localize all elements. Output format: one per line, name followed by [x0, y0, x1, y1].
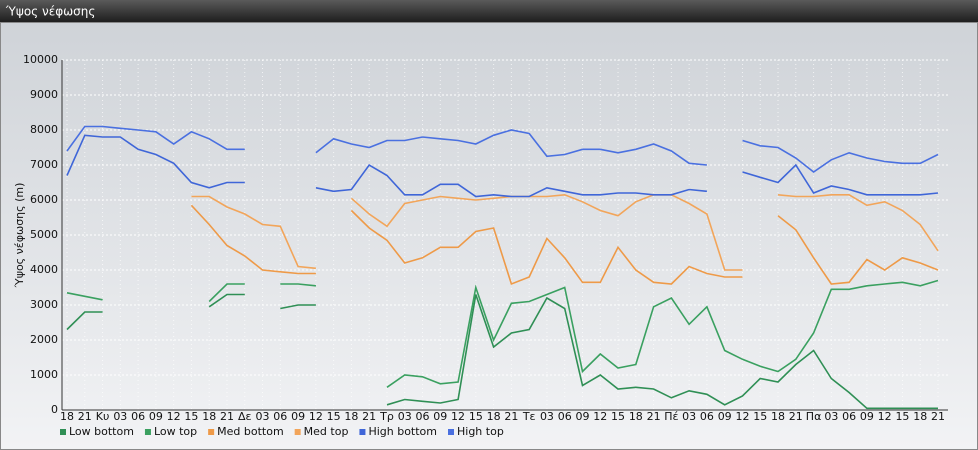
series-line — [66, 125, 939, 173]
x-tick-label: 09 — [860, 410, 874, 423]
legend-swatch — [144, 429, 151, 435]
x-tick-label: 18 — [202, 410, 216, 423]
y-tick-label: 7000 — [30, 158, 58, 171]
y-tick-label: 6000 — [30, 193, 58, 206]
x-tick-label: 09 — [291, 410, 305, 423]
x-tick-label: 12 — [309, 410, 323, 423]
legend-swatch — [294, 429, 301, 435]
x-tick-label: 21 — [647, 410, 661, 423]
x-tick-label: 15 — [753, 410, 767, 423]
x-tick-label: 18 — [771, 410, 785, 423]
legend-label: Low top — [154, 425, 197, 438]
x-tick-label: 15 — [611, 410, 625, 423]
x-tick-label: Πέ — [664, 410, 678, 423]
x-tick-label: 21 — [220, 410, 234, 423]
x-tick-label: 03 — [398, 410, 412, 423]
y-tick-label: 2000 — [30, 333, 58, 346]
y-tick-label: 4000 — [30, 263, 58, 276]
x-tick-label: 15 — [327, 410, 341, 423]
y-tick-label: 0 — [51, 403, 58, 416]
x-tick-label: 06 — [700, 410, 714, 423]
x-tick-label: 03 — [824, 410, 838, 423]
x-tick-label: 03 — [256, 410, 270, 423]
x-tick-label: 06 — [273, 410, 287, 423]
y-tick-label: 1000 — [30, 368, 58, 381]
y-tick-label: 10000 — [23, 53, 58, 66]
x-tick-label: 21 — [78, 410, 92, 423]
x-tick-label: Τε — [522, 410, 536, 423]
x-tick-label: 06 — [131, 410, 145, 423]
x-tick-label: 18 — [487, 410, 501, 423]
legend-swatch — [208, 429, 215, 435]
x-tick-label: 12 — [593, 410, 607, 423]
x-tick-label: 15 — [469, 410, 483, 423]
legend-label: Med top — [304, 425, 349, 438]
y-tick-label: 5000 — [30, 228, 58, 241]
x-tick-label: 06 — [416, 410, 430, 423]
chart-title: Ύψος νέφωσης — [5, 5, 95, 19]
x-tick-label: 03 — [540, 410, 554, 423]
legend-label: Low bottom — [69, 425, 134, 438]
y-tick-label: 9000 — [30, 88, 58, 101]
chart-background — [0, 22, 978, 450]
x-tick-label: 03 — [682, 410, 696, 423]
x-tick-label: 06 — [842, 410, 856, 423]
x-tick-label: 18 — [344, 410, 358, 423]
series-line — [190, 204, 939, 286]
x-tick-label: 18 — [629, 410, 643, 423]
x-tick-label: 12 — [451, 410, 465, 423]
x-tick-label: 09 — [575, 410, 589, 423]
x-tick-label: 15 — [184, 410, 198, 423]
legend-swatch — [359, 429, 366, 435]
legend-label: High top — [457, 425, 504, 438]
legend-swatch — [60, 429, 66, 435]
x-tick-label: Κυ — [96, 410, 110, 423]
series-line — [66, 279, 939, 388]
y-tick-label: 3000 — [30, 298, 58, 311]
y-axis-label: Ύψος νέφωσης (m) — [13, 183, 26, 289]
x-tick-label: 12 — [735, 410, 749, 423]
x-tick-label: 12 — [878, 410, 892, 423]
x-tick-label: Τρ — [379, 410, 394, 423]
x-tick-label: 09 — [149, 410, 163, 423]
y-tick-label: 8000 — [30, 123, 58, 136]
series-line — [66, 293, 938, 410]
x-tick-label: 12 — [167, 410, 181, 423]
x-tick-label: 21 — [789, 410, 803, 423]
x-tick-label: Πα — [806, 410, 822, 423]
x-tick-label: 09 — [718, 410, 732, 423]
title-bar — [0, 0, 978, 22]
x-tick-label: 09 — [433, 410, 447, 423]
x-tick-label: 18 — [913, 410, 927, 423]
series-line — [191, 193, 939, 271]
legend-label: Med bottom — [217, 425, 284, 438]
x-tick-label: 18 — [60, 410, 74, 423]
series-line — [66, 134, 939, 198]
x-tick-label: 21 — [504, 410, 518, 423]
legend-label: High bottom — [368, 425, 437, 438]
x-tick-label: Δε — [238, 410, 252, 423]
legend-swatch — [448, 429, 454, 435]
x-tick-label: 03 — [113, 410, 127, 423]
x-tick-label: 15 — [895, 410, 909, 423]
x-tick-label: 06 — [558, 410, 572, 423]
x-tick-label: 21 — [362, 410, 376, 423]
x-tick-label: 21 — [931, 410, 945, 423]
